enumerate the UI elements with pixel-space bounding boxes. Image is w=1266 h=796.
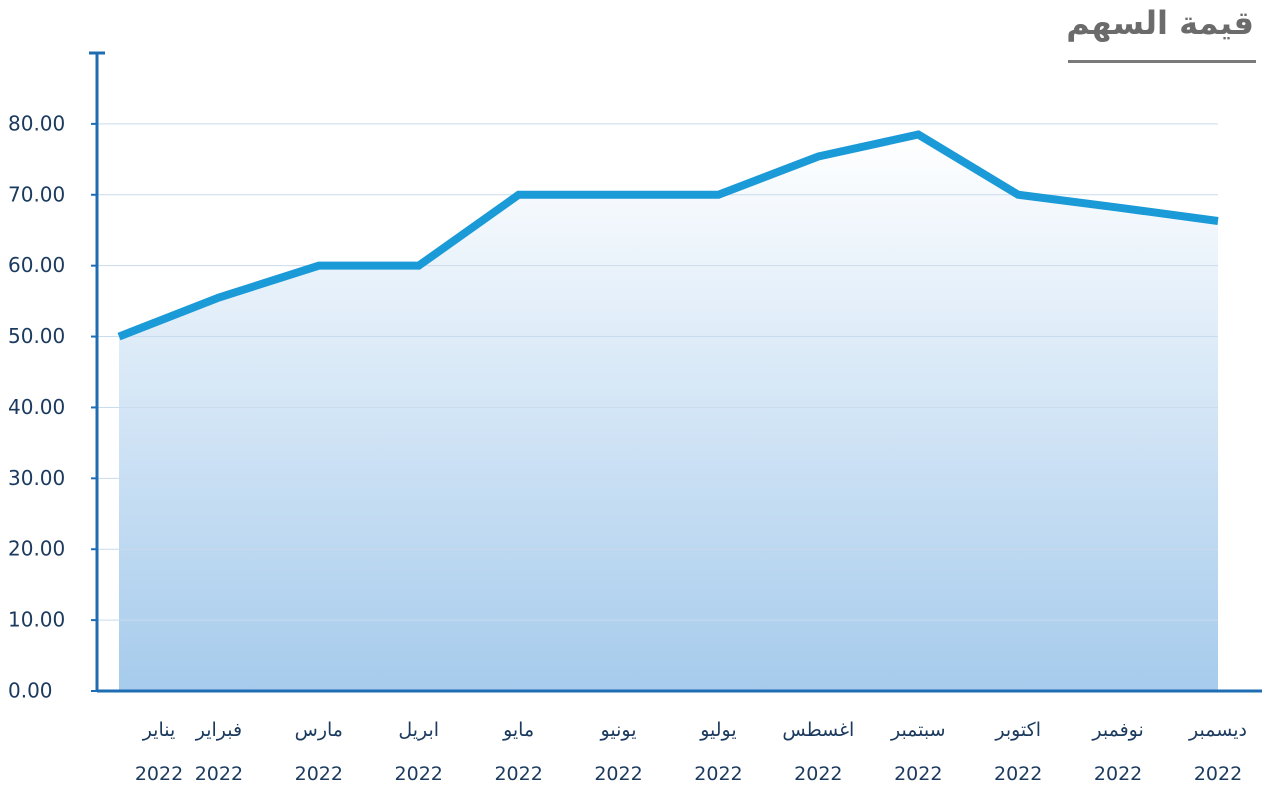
x-tick-label: يوليو 2022 <box>694 719 743 785</box>
x-tick-label: مارس 2022 <box>294 719 343 785</box>
y-tick-label: 60.00 <box>8 253 65 277</box>
x-tick-label: ابريل 2022 <box>394 719 443 785</box>
y-tick-label: 80.00 <box>8 111 65 135</box>
x-tick-label: يونيو 2022 <box>594 719 643 785</box>
chart-title: قيمة السهم <box>1066 4 1254 42</box>
y-tick-label: 20.00 <box>8 537 65 561</box>
y-tick-label: 10.00 <box>8 608 65 632</box>
y-tick-label: 70.00 <box>8 182 65 206</box>
x-tick-label: نوفمبر 2022 <box>1092 719 1144 785</box>
x-tick-label: اكتوبر 2022 <box>993 719 1043 785</box>
y-tick-label: 0.00 <box>8 679 53 703</box>
x-tick-label: فبراير 2022 <box>194 719 244 785</box>
line <box>117 130 1219 341</box>
x-tick-label: مايو 2022 <box>494 719 543 785</box>
title-underline <box>1068 60 1256 63</box>
x-tick-label: يناير 2022 <box>134 719 184 785</box>
x-tick-label: ديسمبر 2022 <box>1189 719 1247 785</box>
y-tick-label: 50.00 <box>8 324 65 348</box>
y-tick-label: 30.00 <box>8 466 65 490</box>
area-fill <box>119 134 1218 691</box>
y-tick-label: 40.00 <box>8 395 65 419</box>
x-tick-label: اغسطس 2022 <box>782 719 855 785</box>
x-tick-label: سبتمبر 2022 <box>890 719 946 785</box>
